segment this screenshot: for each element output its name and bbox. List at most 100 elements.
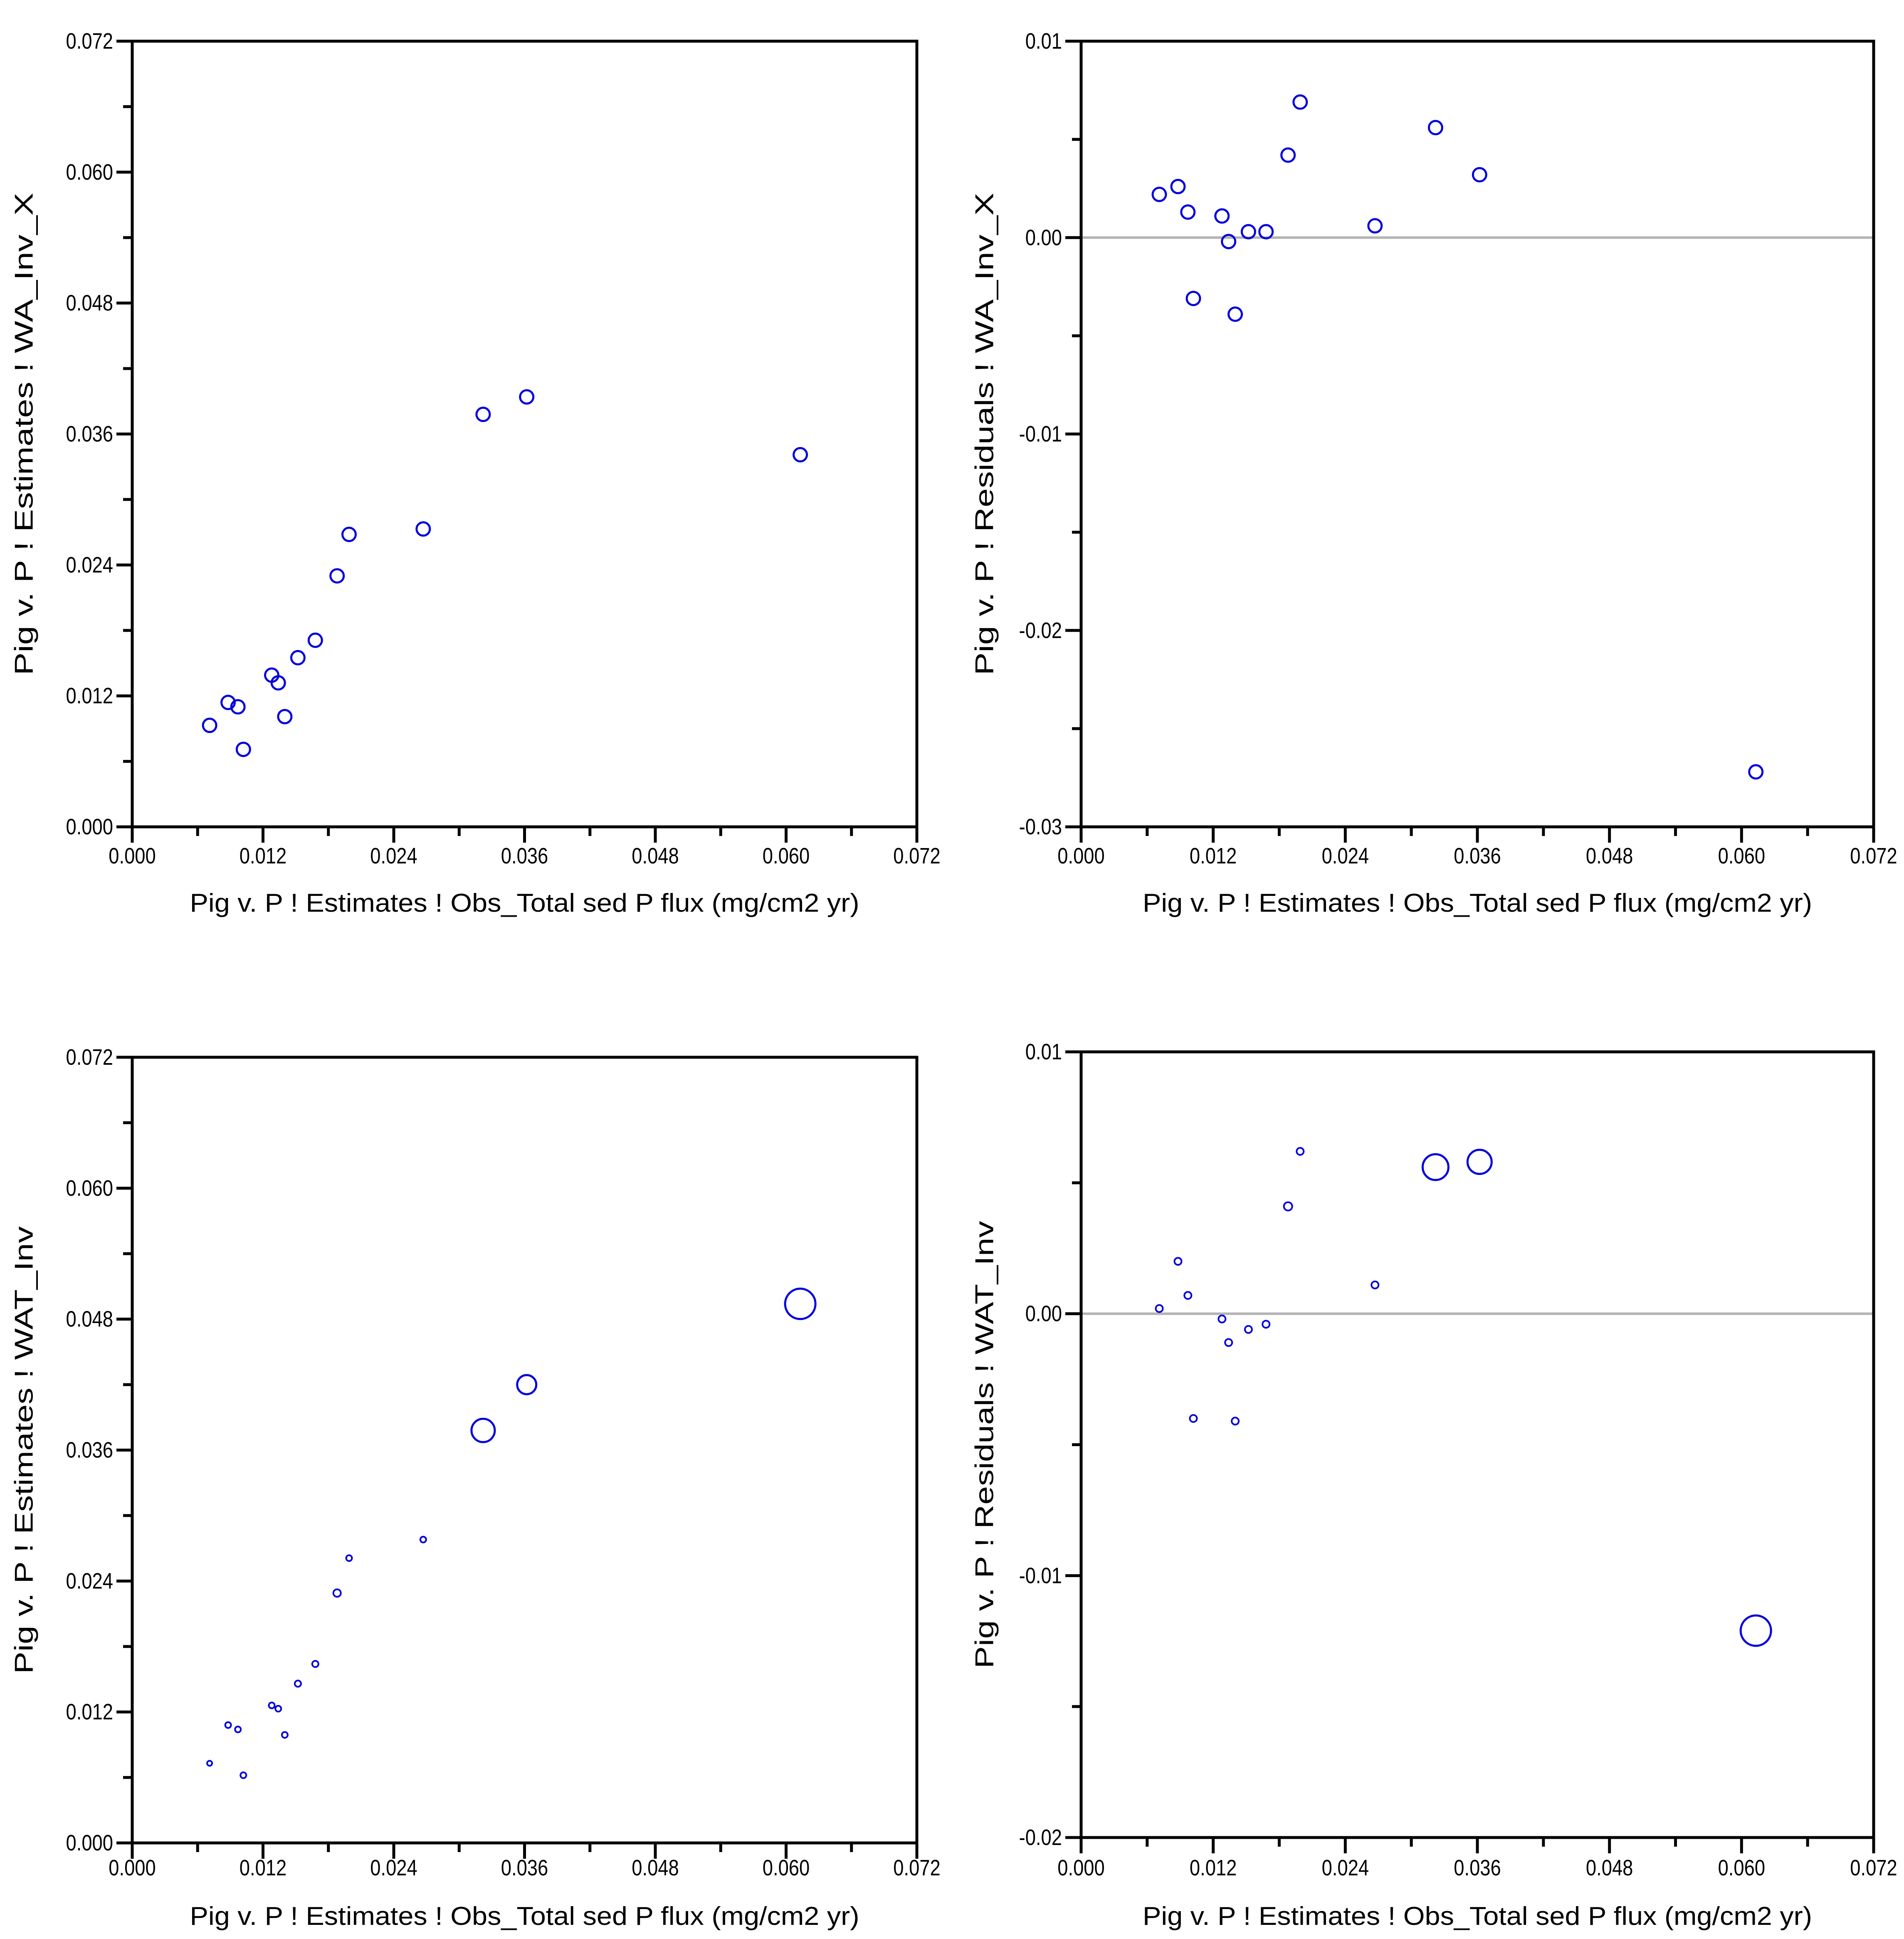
x-tick-label: 0.012 (1190, 1855, 1237, 1880)
data-point (1367, 218, 1383, 234)
data-point (475, 406, 491, 422)
data-point (234, 1726, 242, 1734)
data-point (294, 1679, 302, 1688)
x-tick-label: 0.000 (1057, 843, 1105, 868)
data-point (277, 709, 293, 725)
y-axis-title: Pig v. P ! Residuals ! WA_Inv_X (971, 193, 999, 675)
y-tick-label: 0.060 (66, 1176, 114, 1201)
data-point (419, 1536, 427, 1543)
y-tick-label: 0.048 (66, 1307, 114, 1332)
data-point (516, 1374, 538, 1395)
x-axis-title: Pig v. P ! Estimates ! Obs_Total sed P f… (1143, 889, 1812, 918)
data-point (235, 742, 251, 757)
data-point (1155, 1304, 1164, 1313)
x-tick-label: 0.036 (501, 843, 548, 868)
data-point (519, 389, 535, 405)
data-point (202, 717, 217, 733)
data-point (270, 675, 286, 691)
panel-estimates-wat-inv: 0.000 0.012 0.024 0.036 0.048 0.060 0.072 0.072… (10, 1045, 941, 1931)
data-point (1227, 306, 1243, 322)
panel-estimates-wa-inv-x: 0.000 0.012 0.024 0.036 0.048 0.060 0.072 0.072… (10, 29, 941, 918)
y-tick-label: 0.036 (66, 1438, 114, 1463)
data-point (1214, 208, 1230, 224)
y-tick-label: 0.060 (66, 160, 114, 185)
plot-frame (131, 1056, 919, 1845)
data-point (1231, 1417, 1240, 1426)
x-tick-label: 0.036 (501, 1855, 548, 1880)
x-tick-label: 0.000 (1057, 1855, 1105, 1880)
x-tick-label: 0.024 (1322, 843, 1369, 868)
x-tick-label: 0.048 (1586, 1855, 1633, 1880)
data-point (341, 527, 357, 542)
y-axis-title: Pig v. P ! Estimates ! WA_Inv_X (10, 193, 39, 675)
y-tick-label: 0.048 (66, 291, 114, 316)
plot-frame (1079, 1050, 1875, 1839)
data-point (1748, 764, 1764, 780)
data-point (470, 1417, 496, 1443)
data-point (1296, 1147, 1305, 1156)
x-tick-label: 0.048 (632, 1855, 679, 1880)
data-point (1280, 147, 1296, 163)
y-tick-label: 0.024 (66, 1568, 114, 1593)
x-tick-label: 0.060 (1718, 1855, 1766, 1880)
y-tick-label: 0.01 (1025, 1039, 1062, 1064)
data-point (268, 1702, 276, 1709)
x-tick-label: 0.072 (893, 1855, 941, 1880)
x-tick-label: 0.060 (1718, 843, 1766, 868)
y-axis-title: Pig v. P ! Estimates ! WAT_Inv (10, 1227, 39, 1674)
x-tick-label: 0.012 (1190, 843, 1237, 868)
x-tick-label: 0.060 (763, 1855, 810, 1880)
y-tick-label: -0.02 (1019, 618, 1062, 643)
data-point (1224, 1338, 1233, 1347)
x-tick-label: 0.060 (763, 843, 810, 868)
data-point (1217, 1314, 1227, 1323)
data-point (793, 447, 808, 462)
data-point (1466, 1149, 1493, 1175)
data-point (1221, 234, 1237, 250)
data-point (1371, 1280, 1380, 1289)
data-point (1421, 1153, 1450, 1181)
x-tick-label: 0.024 (1322, 1855, 1369, 1880)
data-point (220, 695, 236, 710)
x-tick-label: 0.072 (1850, 1855, 1897, 1880)
data-point (224, 1721, 232, 1729)
data-point (1292, 94, 1308, 110)
x-tick-label: 0.012 (240, 843, 287, 868)
data-point (1151, 186, 1167, 202)
data-point (1240, 224, 1256, 240)
data-point (281, 1731, 289, 1739)
y-tick-label: -0.03 (1019, 814, 1062, 839)
data-point (345, 1554, 353, 1562)
y-tick-label: -0.01 (1019, 1563, 1062, 1588)
data-point (1427, 120, 1443, 136)
x-tick-label: 0.024 (370, 1855, 417, 1880)
data-point (784, 1287, 817, 1320)
y-tick-label: 0.012 (66, 1699, 114, 1724)
x-tick-label: 0.024 (370, 843, 417, 868)
plot-frame (131, 40, 919, 829)
x-tick-label: 0.072 (1850, 843, 1897, 868)
plot-frame (1079, 40, 1875, 829)
data-point (329, 568, 345, 584)
data-point (240, 1771, 247, 1779)
data-point (1472, 167, 1487, 183)
y-tick-label: 0.072 (66, 1045, 114, 1070)
x-axis-title: Pig v. P ! Estimates ! Obs_Total sed P f… (190, 889, 859, 918)
data-point (1185, 291, 1201, 307)
data-point (1189, 1414, 1198, 1423)
data-point (274, 1705, 282, 1713)
x-tick-label: 0.036 (1454, 843, 1501, 868)
data-point (290, 650, 306, 665)
data-point (206, 1760, 213, 1767)
y-tick-label: 0.036 (66, 422, 114, 447)
data-point (332, 1588, 342, 1598)
y-tick-label: 0.000 (66, 814, 114, 839)
x-tick-label: 0.036 (1454, 1855, 1501, 1880)
y-tick-label: 0.012 (66, 683, 114, 708)
y-tick-label: 0.00 (1025, 1301, 1062, 1326)
data-point (307, 632, 323, 648)
x-tick-label: 0.048 (632, 843, 679, 868)
data-point (1183, 1291, 1193, 1300)
y-tick-label: 0.01 (1025, 29, 1062, 54)
